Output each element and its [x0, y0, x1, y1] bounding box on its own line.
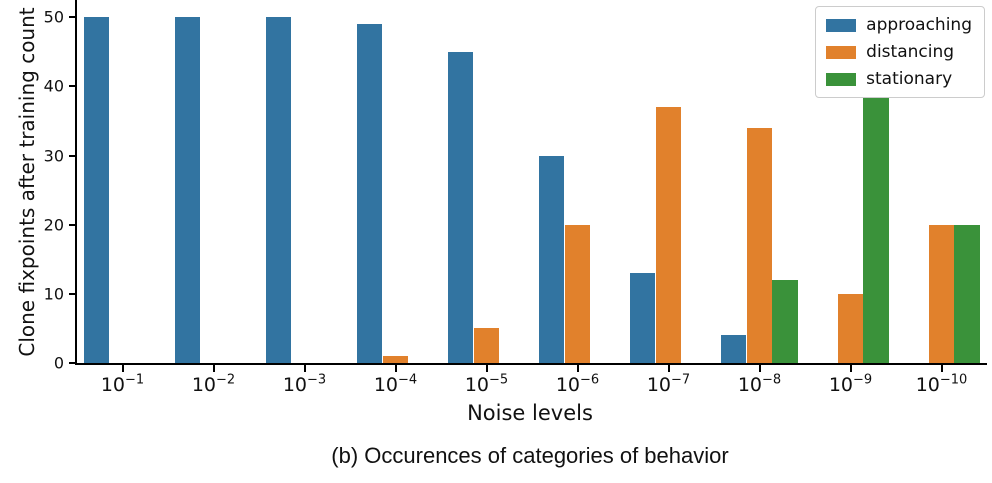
bar-approaching-10^−8: [720, 335, 747, 363]
x-tick-label-10^−5: 10−5: [464, 372, 509, 396]
x-tick-label-10^−2: 10−2: [191, 372, 236, 396]
bar-distancing-10^−9: [837, 293, 864, 363]
figure-caption: (b) Occurences of categories of behavior: [331, 443, 729, 468]
bar-approaching-10^−2: [174, 17, 201, 363]
bar-approaching-10^−3: [265, 17, 292, 363]
legend: approaching distancing stationary: [815, 6, 985, 98]
bar-distancing-10^−4: [382, 356, 409, 363]
bar-stationary-10^−8: [772, 280, 799, 363]
x-tick-label-10^−8: 10−8: [737, 372, 782, 396]
plot-area: approaching distancing stationary 0 10 20 30 4…: [44, 0, 987, 396]
legend-swatch-distancing-icon: [826, 45, 857, 59]
x-tick-mark-10^−4: [394, 365, 397, 372]
legend-swatch-stationary-icon: [826, 72, 857, 86]
legend-entry-approaching: approaching: [826, 15, 972, 35]
x-tick-label-10^−6: 10−6: [555, 372, 600, 396]
bar-approaching-10^−6: [538, 155, 565, 363]
y-tick-mark-0: [69, 362, 77, 364]
x-tick-mark-10^−5: [485, 365, 488, 372]
legend-label-approaching: approaching: [866, 15, 972, 35]
y-tick-mark-50: [69, 16, 77, 19]
bar-approaching-10^−5: [447, 51, 474, 363]
legend-entry-stationary: stationary: [826, 69, 972, 89]
y-tick-label-50: 50: [43, 7, 64, 27]
bar-stationary-10^−9: [863, 86, 890, 363]
x-tick-mark-10^−6: [576, 365, 579, 372]
bar-distancing-10^−6: [564, 224, 591, 363]
x-tick-mark-10^−7: [667, 365, 670, 372]
x-tick-mark-10^−10: [940, 365, 943, 372]
x-tick-label-10^−10: 10−10: [915, 372, 968, 396]
y-tick-label-40: 40: [43, 76, 64, 96]
y-tick-label-30: 30: [43, 146, 64, 166]
bar-distancing-10^−5: [473, 328, 500, 363]
y-tick-mark-20: [69, 223, 77, 226]
y-tick-label-10: 10: [43, 284, 64, 304]
legend-swatch-approaching-icon: [826, 18, 857, 32]
x-tick-mark-10^−1: [121, 365, 124, 372]
bar-approaching-10^−1: [83, 17, 110, 363]
y-tick-mark-30: [69, 154, 77, 157]
x-tick-mark-10^−8: [758, 365, 761, 372]
legend-entry-distancing: distancing: [826, 42, 972, 62]
legend-label-distancing: distancing: [866, 42, 955, 62]
bar-distancing-10^−8: [746, 127, 773, 363]
legend-label-stationary: stationary: [866, 69, 953, 89]
x-tick-label-10^−1: 10−1: [100, 372, 145, 396]
x-tick-label-10^−4: 10−4: [373, 372, 418, 396]
bar-distancing-10^−7: [655, 107, 682, 363]
x-tick-label-10^−3: 10−3: [282, 372, 327, 396]
x-tick-label-10^−7: 10−7: [646, 372, 691, 396]
x-tick-mark-10^−3: [303, 365, 306, 372]
bar-approaching-10^−4: [356, 24, 383, 363]
y-tick-label-0: 0: [53, 353, 64, 373]
y-tick-mark-10: [69, 292, 77, 295]
bar-stationary-10^−10: [954, 224, 981, 363]
bar-approaching-10^−7: [629, 273, 656, 363]
x-tick-mark-10^−9: [849, 365, 852, 372]
x-tick-label-10^−9: 10−9: [828, 372, 873, 396]
x-tick-mark-10^−2: [212, 365, 215, 372]
x-axis-label: Noise levels: [467, 401, 593, 425]
y-tick-label-20: 20: [43, 215, 64, 235]
bar-distancing-10^−10: [928, 224, 955, 363]
y-tick-mark-40: [69, 85, 77, 88]
y-axis-label: Clone fixpoints after training count: [15, 7, 39, 357]
